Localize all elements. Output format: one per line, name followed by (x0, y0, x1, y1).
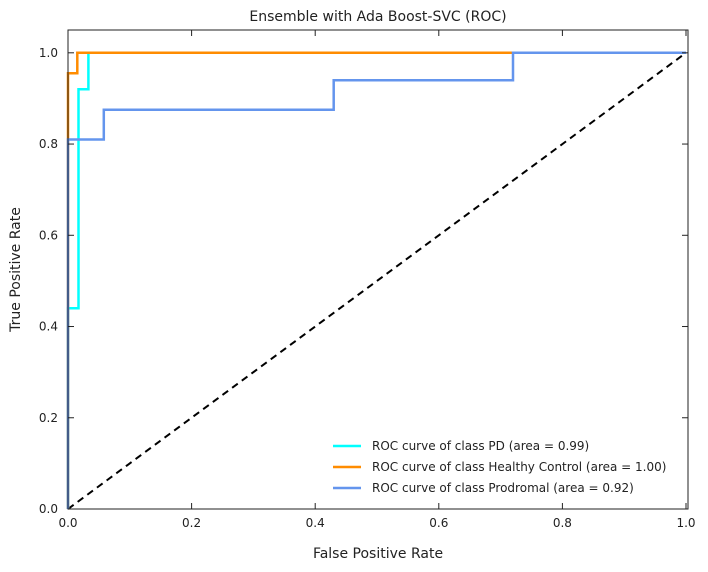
legend: ROC curve of class PD (area = 0.99) ROC c… (333, 439, 666, 495)
legend-entry-1: ROC curve of class Healthy Control (area… (372, 460, 666, 474)
roc-series-line-2 (66, 51, 686, 509)
x-tick-label: 0.4 (306, 516, 325, 530)
x-tick-label: 0.6 (429, 516, 448, 530)
legend-entry-2: ROC curve of class Prodromal (area = 0.9… (372, 481, 634, 495)
x-tick-label: 0.2 (182, 516, 201, 530)
y-tick-label: 1.0 (39, 46, 58, 60)
y-tick-label: 0.6 (39, 228, 58, 242)
ticks-layer: 0.0 0.2 0.4 0.6 0.8 1.0 0.0 0.2 0.4 0.6 0.8 1.0 (39, 30, 696, 530)
y-axis-title: True Positive Rate (8, 207, 24, 333)
x-axis-title: False Positive Rate (313, 546, 443, 562)
y-tick-label: 0.4 (39, 320, 58, 334)
x-tick-label: 0.8 (553, 516, 572, 530)
y-tick-label: 0.0 (39, 502, 58, 516)
reference-diagonal-line (67, 52, 687, 510)
plot-frame (67, 29, 689, 510)
x-tick-label: 1.0 (676, 516, 695, 530)
x-tick-label: 0.0 (58, 516, 77, 530)
chart-title: Ensemble with Ada Boost-SVC (ROC) (249, 9, 506, 25)
legend-entry-0: ROC curve of class PD (area = 0.99) (372, 439, 589, 453)
y-tick-label: 0.8 (39, 137, 58, 151)
y-tick-label: 0.2 (39, 411, 58, 425)
